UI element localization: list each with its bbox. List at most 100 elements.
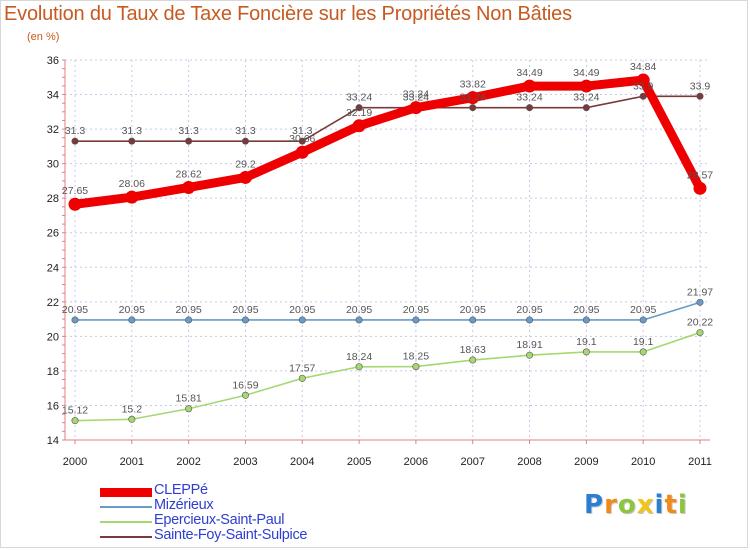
data-point (295, 145, 309, 159)
y-tick-label: 16 (47, 400, 59, 412)
data-label: 15.12 (62, 405, 88, 417)
data-point (409, 101, 423, 115)
data-label: 33.24 (573, 92, 599, 104)
x-tick-label: 2004 (290, 456, 314, 468)
data-point (582, 104, 590, 112)
data-label: 33.9 (633, 80, 654, 92)
proxiti-logo: Proxiti (584, 490, 688, 520)
data-label: 33.24 (516, 92, 542, 104)
data-label: 18.25 (403, 351, 429, 363)
data-point (469, 356, 477, 364)
logo-letter: i (677, 490, 688, 520)
data-point (523, 79, 537, 93)
data-point (526, 351, 534, 359)
series-miz-rieux (71, 298, 704, 324)
data-point (579, 79, 593, 93)
data-label: 20.95 (516, 304, 542, 316)
data-point (412, 316, 420, 324)
data-point (128, 316, 136, 324)
logo-letter: r (604, 490, 618, 520)
logo-letter: o (617, 490, 637, 520)
chart-title: Evolution du Taux de Taxe Foncière sur l… (4, 3, 572, 25)
data-point (182, 180, 196, 194)
data-label: 31.3 (122, 125, 143, 137)
data-label: 31.3 (65, 125, 86, 137)
data-point (241, 316, 249, 324)
y-tick-label: 28 (47, 193, 59, 205)
y-tick-label: 24 (47, 262, 59, 274)
data-label: 31.3 (235, 125, 256, 137)
data-label: 19.1 (633, 336, 654, 348)
x-tick-label: 2005 (347, 456, 371, 468)
y-tick-label: 36 (47, 55, 59, 67)
data-label: 31.3 (178, 125, 199, 137)
data-label: 33.24 (403, 89, 429, 101)
data-point (68, 197, 82, 211)
data-point (696, 329, 704, 337)
data-label: 20.95 (573, 304, 599, 316)
legend-label: CLEPPé (154, 482, 208, 498)
data-label: 34.49 (516, 67, 542, 79)
data-label: 16.59 (232, 379, 258, 391)
legend-swatch (100, 487, 152, 497)
x-tick-label: 2002 (176, 456, 200, 468)
data-label: 29.2 (235, 158, 256, 170)
data-label: 33.24 (403, 92, 429, 104)
x-tick-label: 2011 (688, 456, 712, 468)
data-label: 18.91 (516, 339, 542, 351)
series-line (74, 95, 701, 142)
data-label: 33.24 (460, 92, 486, 104)
data-point (71, 137, 79, 145)
data-point (639, 92, 647, 100)
x-tick-label: 2006 (404, 456, 428, 468)
legend-swatch (100, 506, 152, 508)
data-label: 20.95 (62, 304, 88, 316)
data-label: 20.22 (687, 317, 713, 329)
y-tick-label: 14 (47, 435, 59, 447)
data-label: 21.97 (687, 286, 713, 298)
data-label: 33.9 (690, 80, 711, 92)
data-label: 18.24 (346, 351, 372, 363)
data-point (298, 374, 306, 382)
data-label: 20.95 (346, 304, 372, 316)
data-point (71, 316, 79, 324)
data-label: 27.65 (62, 185, 88, 197)
data-point (582, 316, 590, 324)
data-label: 15.81 (175, 393, 201, 405)
data-label: 28.62 (175, 168, 201, 180)
y-tick-label: 26 (47, 228, 59, 240)
data-point (526, 316, 534, 324)
y-tick-label: 32 (47, 124, 59, 136)
data-point (128, 137, 136, 145)
data-point (412, 363, 420, 371)
y-tick-label: 22 (47, 297, 59, 309)
legend-swatch (100, 536, 152, 538)
data-label: 33.82 (460, 79, 486, 91)
x-tick-label: 2008 (517, 456, 541, 468)
data-point (582, 348, 590, 356)
data-point (639, 316, 647, 324)
data-point (298, 137, 306, 145)
data-label: 19.1 (576, 336, 597, 348)
data-point (238, 170, 252, 184)
data-label: 20.95 (175, 304, 201, 316)
data-label: 20.95 (630, 304, 656, 316)
data-point (298, 316, 306, 324)
legend-label: Epercieux-Saint-Paul (154, 512, 285, 528)
data-point (693, 181, 707, 195)
x-tick-label: 2003 (233, 456, 257, 468)
logo-letter: i (654, 490, 665, 520)
data-point (469, 316, 477, 324)
y-tick-label: 20 (47, 331, 59, 343)
logo-letter: P (584, 490, 605, 520)
unit-label: (en %) (27, 31, 60, 43)
data-point (185, 405, 193, 413)
data-point (352, 119, 366, 133)
data-label: 15.2 (122, 403, 143, 415)
data-label: 18.63 (460, 344, 486, 356)
data-label: 33.24 (346, 92, 372, 104)
data-point (696, 298, 704, 306)
data-point (636, 73, 650, 87)
data-label: 32.19 (346, 107, 372, 119)
